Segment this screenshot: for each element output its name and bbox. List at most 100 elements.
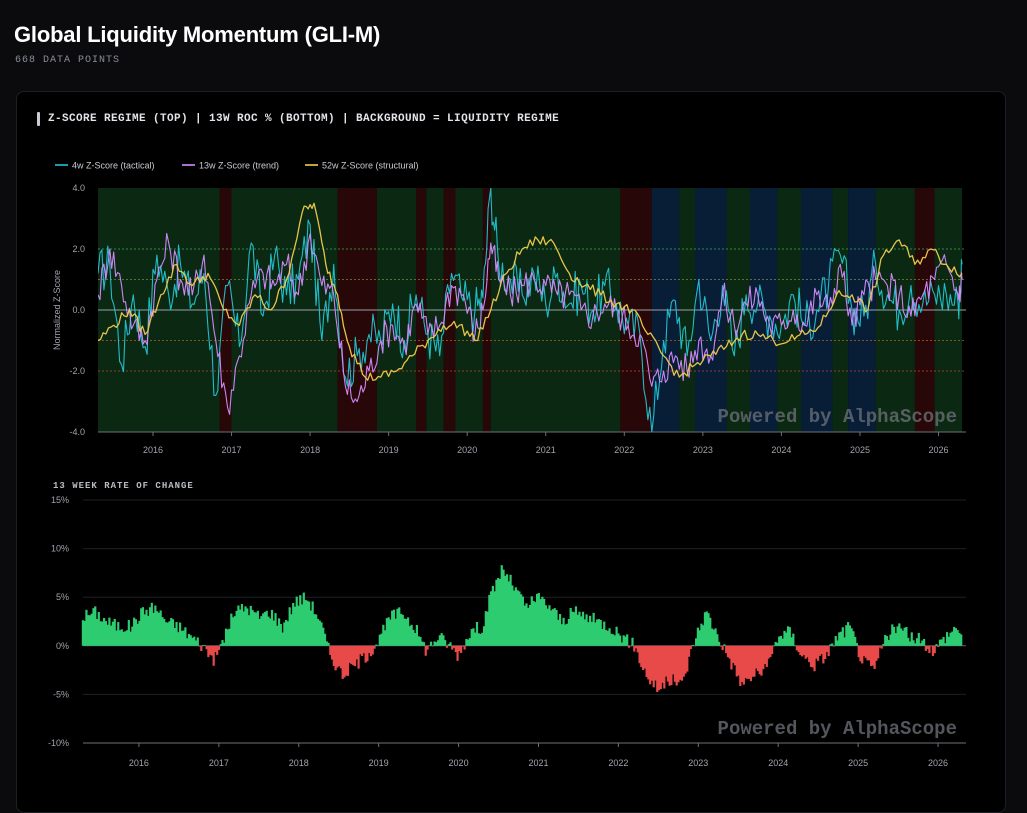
roc-bar <box>292 602 295 646</box>
roc-y-tick-label: -10% <box>48 738 69 748</box>
roc-bar <box>203 645 206 646</box>
roc-bar <box>444 640 447 646</box>
roc-bar <box>428 645 431 647</box>
roc-bar <box>127 619 130 646</box>
x-tick-label: 2024 <box>771 445 791 455</box>
roc-y-tick-label: -5% <box>53 689 69 699</box>
roc-bar <box>198 645 201 647</box>
roc-bar <box>942 636 945 646</box>
roc-bar <box>725 645 728 654</box>
roc-x-tick-label: 2024 <box>768 758 788 768</box>
roc-section-title: 13 WEEK RATE OF CHANGE <box>53 481 194 491</box>
roc-y-tick-label: 10% <box>51 544 69 554</box>
x-tick-label: 2017 <box>222 445 242 455</box>
roc-bar <box>244 606 247 646</box>
roc-bar <box>201 645 205 646</box>
roc-bar <box>710 628 714 646</box>
roc-bar <box>309 610 312 646</box>
roc-bar <box>493 591 496 646</box>
roc-bar <box>223 642 226 646</box>
roc-bar <box>138 620 141 646</box>
roc-bar <box>373 645 376 649</box>
roc-bar <box>732 645 735 663</box>
roc-bar <box>228 628 231 646</box>
roc-bar <box>435 642 438 646</box>
roc-bar <box>226 629 229 646</box>
roc-bar <box>864 645 867 658</box>
roc-bar <box>219 644 222 646</box>
roc-bar <box>783 630 786 646</box>
roc-bar <box>588 615 592 646</box>
reference-lines <box>98 248 966 433</box>
roc-x-tick-label: 2017 <box>209 758 229 768</box>
roc-bar <box>479 633 482 646</box>
roc-bar <box>885 636 889 646</box>
roc-bar <box>809 645 813 667</box>
roc-y-axis-ticks: 15% 10% 5% 0% -5% -10% <box>48 495 69 748</box>
roc-bar <box>626 634 629 646</box>
roc-bar <box>700 623 703 646</box>
roc-bar <box>313 614 316 646</box>
roc-bar <box>392 609 396 646</box>
roc-bar <box>207 645 210 658</box>
roc-bar <box>175 622 178 646</box>
roc-bar <box>884 634 887 646</box>
roc-bar <box>417 636 420 646</box>
roc-bar <box>622 635 625 646</box>
roc-bar <box>836 640 839 646</box>
roc-bar <box>850 628 853 646</box>
roc-bar <box>505 574 509 646</box>
roc-bar <box>403 618 406 646</box>
roc-bar <box>182 630 185 646</box>
roc-bar <box>748 645 751 679</box>
roc-bar <box>627 645 631 648</box>
roc-bar <box>567 618 570 646</box>
x-tick-label: 2022 <box>614 445 634 455</box>
roc-bar <box>712 629 715 646</box>
roc-bar <box>786 626 790 646</box>
roc-bar <box>702 625 705 646</box>
roc-bar <box>935 644 938 646</box>
roc-bar <box>410 624 413 646</box>
y-tick-label: 4.0 <box>72 183 85 193</box>
roc-bar <box>173 628 176 646</box>
roc-bar <box>581 611 585 646</box>
roc-bar <box>753 645 756 677</box>
roc-bar <box>707 613 710 646</box>
roc-bar <box>295 596 298 646</box>
roc-bar <box>923 638 926 646</box>
roc-bar <box>645 645 648 678</box>
roc-bar <box>189 635 192 646</box>
roc-bar <box>521 596 525 646</box>
roc-x-tick-label: 2021 <box>528 758 548 768</box>
roc-bar <box>325 641 328 646</box>
roc-bar <box>186 638 189 646</box>
roc-bar <box>719 645 722 647</box>
roc-bar <box>498 578 502 646</box>
series-52w-line <box>98 202 963 381</box>
legend[interactable]: 4w Z-Score (tactical) 13w Z-Score (trend)… <box>55 161 419 171</box>
roc-bar <box>445 645 449 648</box>
roc-bar <box>705 611 708 646</box>
roc-bar <box>573 612 576 646</box>
roc-x-tick-label: 2026 <box>928 758 948 768</box>
roc-bar <box>571 611 574 646</box>
roc-bar <box>383 630 387 646</box>
roc-bar <box>180 630 183 646</box>
roc-bar <box>829 644 832 646</box>
roc-bar <box>124 631 127 646</box>
roc-bar <box>196 637 199 646</box>
roc-bar <box>161 617 164 646</box>
roc-bar <box>611 634 615 646</box>
roc-bar <box>376 645 380 647</box>
roc-bar <box>316 618 320 646</box>
roc-bar <box>776 642 779 646</box>
roc-bar <box>896 626 899 646</box>
roc-bar <box>157 612 160 646</box>
roc-bar <box>882 643 885 646</box>
roc-bar <box>937 645 940 648</box>
roc-bar <box>424 645 427 656</box>
roc-bar <box>852 631 855 646</box>
roc-bar <box>343 645 346 678</box>
roc-y-tick-label: 15% <box>51 495 69 505</box>
